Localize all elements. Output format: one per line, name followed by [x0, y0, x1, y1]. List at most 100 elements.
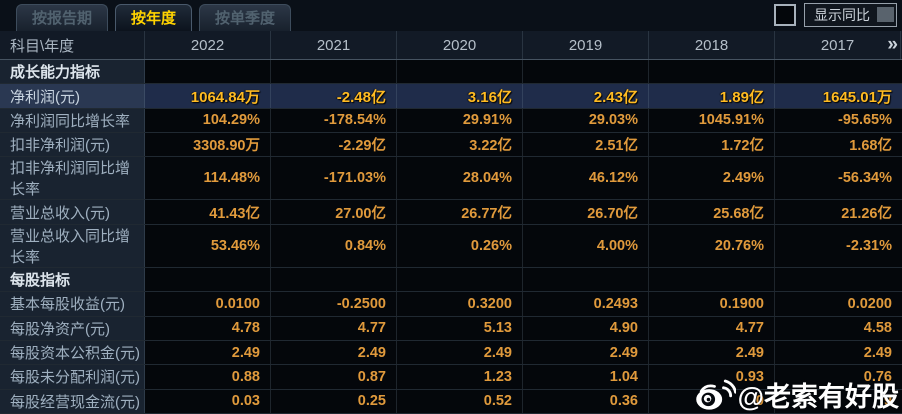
value-cell: 4.78 [145, 316, 271, 340]
value-cell: 4.77 [649, 316, 775, 340]
row-label: 扣非净利润同比增长率 [0, 157, 145, 200]
row-label: 每股经营现金流(元) [0, 389, 145, 413]
table-row[interactable]: 每股资本公积金(元) 2.49 2.49 2.49 2.49 2.49 2.49 [0, 340, 902, 366]
value-cell: 0.25 [271, 389, 397, 413]
table-row[interactable]: 净利润(元) 1064.84万 -2.48亿 3.16亿 2.43亿 1.89亿 1645.… [0, 84, 902, 109]
year-header: 2022 [145, 31, 271, 59]
year-header: 2020 [397, 31, 523, 59]
tab-report-period[interactable]: 按报告期 [16, 4, 109, 31]
row-label: 扣非净利润(元) [0, 133, 145, 157]
row-label: 每股净资产(元) [0, 316, 145, 340]
value-cell: 27.00亿 [271, 200, 397, 224]
table-row[interactable]: 营业总收入(元) 41.43亿 27.00亿 26.77亿 26.70亿 25.68亿 21… [0, 200, 902, 225]
value-cell: 0.26% [397, 224, 523, 267]
section-row: 成长能力指标 [0, 60, 902, 85]
value-cell: 0.88 [145, 365, 271, 389]
value-cell [775, 267, 902, 292]
year-header: 2017 [775, 31, 901, 59]
value-cell: 4.00% [523, 224, 649, 267]
value-cell: 0.0100 [145, 292, 271, 316]
show-yoy-control: 显示同比 [774, 3, 902, 27]
value-cell [397, 60, 523, 84]
value-cell: -2.29亿 [271, 133, 397, 157]
value-cell: 41.43亿 [145, 200, 271, 224]
value-cell: 2.49 [397, 340, 523, 365]
table-row[interactable]: 净利润同比增长率 104.29% -178.54% 29.91% 29.03% 1045.… [0, 108, 902, 134]
value-cell: 29.91% [397, 108, 523, 133]
show-yoy-checkbox[interactable] [774, 4, 796, 26]
value-cell: 1.23 [397, 365, 523, 389]
value-cell: 2.49 [145, 340, 271, 365]
value-cell: -56.34% [775, 157, 902, 200]
table-row[interactable]: 扣非净利润同比增长率 114.48% -171.03% 28.04% 46.12% 2.4… [0, 157, 902, 201]
value-cell: 0.36 [523, 389, 649, 413]
value-cell: 26.70亿 [523, 200, 649, 224]
value-cell: 0.76 [775, 365, 902, 389]
row-label: 营业总收入同比增长率 [0, 224, 145, 267]
value-cell [271, 267, 397, 292]
value-cell: 28.04% [397, 157, 523, 200]
year-header: 2019 [523, 31, 649, 59]
value-cell [523, 60, 649, 84]
section-row: 每股指标 [0, 267, 902, 293]
value-cell [775, 60, 902, 84]
value-cell [649, 267, 775, 292]
value-cell: 2.49 [649, 340, 775, 365]
value-cell: -2.48亿 [271, 84, 397, 108]
value-cell: 0 [649, 389, 775, 413]
tab-yearly[interactable]: 按年度 [115, 4, 193, 31]
value-cell: 2.43亿 [523, 84, 649, 108]
value-cell: 1045.91% [649, 108, 775, 133]
value-cell: 9 [775, 389, 902, 413]
value-cell: 0.87 [271, 365, 397, 389]
table-row[interactable]: 基本每股收益(元) 0.0100 -0.2500 0.3200 0.2493 0.1900… [0, 292, 902, 317]
table-row[interactable]: 每股未分配利润(元) 0.88 0.87 1.23 1.04 0.93 0.76 [0, 365, 902, 390]
year-header: 2021 [271, 31, 397, 59]
value-cell: 3.22亿 [397, 133, 523, 157]
value-cell: 0.84% [271, 224, 397, 267]
table-row[interactable]: 每股净资产(元) 4.78 4.77 5.13 4.90 4.77 4.58 [0, 316, 902, 341]
value-cell: -95.65% [775, 108, 902, 133]
value-cell: 29.03% [523, 108, 649, 133]
value-cell: 4.77 [271, 316, 397, 340]
value-cell: -171.03% [271, 157, 397, 200]
value-cell: 4.58 [775, 316, 902, 340]
corner-header: 科目\年度 [0, 31, 145, 59]
value-cell [145, 267, 271, 292]
period-tabbar: 按报告期 按年度 按单季度 显示同比 [0, 0, 902, 31]
value-cell: 104.29% [145, 108, 271, 133]
value-cell: 1.89亿 [649, 84, 775, 108]
value-cell: 1.72亿 [649, 133, 775, 157]
value-cell: 0.03 [145, 389, 271, 413]
more-columns-icon[interactable]: » [887, 34, 897, 55]
value-cell [271, 60, 397, 84]
value-cell: 0.52 [397, 389, 523, 413]
value-cell: 0.3200 [397, 292, 523, 316]
value-cell [145, 60, 271, 84]
value-cell: -2.31% [775, 224, 902, 267]
row-label: 净利润同比增长率 [0, 108, 145, 133]
value-cell: 0.2493 [523, 292, 649, 316]
row-label: 每股指标 [0, 267, 145, 292]
table-row[interactable]: 扣非净利润(元) 3308.90万 -2.29亿 3.22亿 2.51亿 1.72亿 1.6… [0, 133, 902, 158]
value-cell [523, 267, 649, 292]
show-yoy-label[interactable]: 显示同比 [804, 3, 897, 27]
value-cell: 2.49% [649, 157, 775, 200]
value-cell: 3308.90万 [145, 133, 271, 157]
table-header-row: 科目\年度 2022 2021 2020 2019 2018 2017» [0, 31, 902, 60]
value-cell: 20.76% [649, 224, 775, 267]
value-cell: 2.51亿 [523, 133, 649, 157]
tab-quarterly[interactable]: 按单季度 [199, 4, 292, 31]
value-cell: 2.49 [775, 340, 902, 365]
row-label: 每股资本公积金(元) [0, 340, 145, 365]
value-cell: 0.93 [649, 365, 775, 389]
value-cell [397, 267, 523, 292]
value-cell: 114.48% [145, 157, 271, 200]
row-label: 成长能力指标 [0, 60, 145, 84]
value-cell: 1.04 [523, 365, 649, 389]
year-header: 2018 [649, 31, 775, 59]
table-row[interactable]: 营业总收入同比增长率 53.46% 0.84% 0.26% 4.00% 20.76% -2.… [0, 224, 902, 268]
value-cell: -178.54% [271, 108, 397, 133]
table-row[interactable]: 每股经营现金流(元) 0.03 0.25 0.52 0.36 0 9 [0, 389, 902, 414]
